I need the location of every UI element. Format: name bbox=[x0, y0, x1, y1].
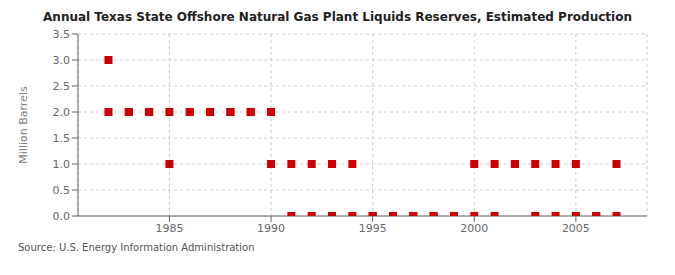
svg-text:0.0: 0.0 bbox=[53, 210, 71, 223]
svg-text:1995: 1995 bbox=[359, 222, 387, 235]
svg-text:1990: 1990 bbox=[257, 222, 285, 235]
svg-text:2.0: 2.0 bbox=[53, 106, 71, 119]
svg-text:3.0: 3.0 bbox=[53, 54, 71, 67]
svg-text:1.0: 1.0 bbox=[53, 158, 71, 171]
svg-text:0.5: 0.5 bbox=[53, 184, 71, 197]
svg-text:2000: 2000 bbox=[460, 222, 488, 235]
html-text:Source: U.S. Energy Informatio: Source: U.S. Energy Information Administ… bbox=[18, 242, 255, 253]
svg-text:2005: 2005 bbox=[562, 222, 590, 235]
svg-text:1.5: 1.5 bbox=[53, 132, 71, 145]
svg-text:1985: 1985 bbox=[155, 222, 183, 235]
svg-text:2.5: 2.5 bbox=[53, 80, 71, 93]
html-text:Annual Texas State Offshore Na: Annual Texas State Offshore Natural Gas … bbox=[43, 10, 632, 24]
svg-text:Million Barrels: Million Barrels bbox=[17, 86, 30, 164]
svg-text:3.5: 3.5 bbox=[53, 28, 71, 41]
